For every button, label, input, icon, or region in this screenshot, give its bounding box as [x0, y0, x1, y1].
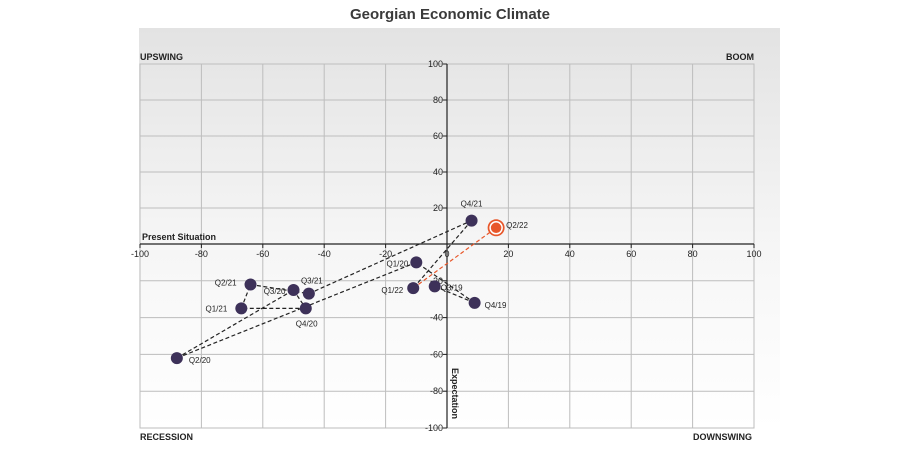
y-tick-label: -60 — [430, 349, 443, 359]
data-point-label: Q4/20 — [296, 319, 318, 328]
y-tick-label: 20 — [433, 203, 443, 213]
data-point-label: Q2/22 — [506, 221, 528, 230]
data-point — [410, 256, 423, 269]
y-tick-label: -40 — [430, 313, 443, 323]
data-point-label: Q1/20 — [387, 259, 409, 268]
x-tick-label: 60 — [626, 249, 636, 259]
data-point-label: Q2/21 — [215, 278, 237, 287]
x-tick-label: -40 — [318, 249, 331, 259]
y-tick-label: 100 — [428, 59, 443, 69]
x-tick-label: -20 — [379, 249, 392, 259]
quadrant-label-downswing: DOWNSWING — [693, 432, 752, 442]
data-point-label: Q2/20 — [189, 356, 211, 365]
data-point — [287, 284, 300, 296]
data-point — [428, 280, 441, 293]
data-point — [170, 352, 183, 365]
path-segment — [412, 220, 473, 289]
y-tick-label: -100 — [425, 423, 443, 433]
data-point — [468, 296, 481, 309]
x-tick-label: 100 — [746, 249, 761, 259]
data-point — [235, 302, 248, 315]
data-point — [407, 282, 420, 295]
path-segment — [176, 261, 417, 359]
x-tick-label: -80 — [195, 249, 208, 259]
path-segment — [415, 261, 475, 304]
data-point — [465, 214, 478, 227]
quadrant-label-boom: BOOM — [726, 52, 754, 62]
x-tick-label: -60 — [256, 249, 269, 259]
x-tick-label: 80 — [688, 249, 698, 259]
data-point-highlight-ring — [489, 221, 503, 235]
path-segment — [412, 227, 497, 289]
points — [170, 214, 505, 365]
y-tick-label: 40 — [433, 167, 443, 177]
y-tick-label: 80 — [433, 95, 443, 105]
data-point — [244, 278, 257, 291]
y-axis-label: Expectation — [450, 368, 460, 419]
data-point-label: Q3/20 — [264, 287, 286, 296]
data-point-label: Q4/19 — [485, 301, 507, 310]
y-tick-label: 60 — [433, 131, 443, 141]
chart-title: Georgian Economic Climate — [349, 6, 551, 23]
path-segment — [434, 285, 475, 304]
axes — [139, 63, 755, 429]
x-tick-label: 40 — [565, 249, 575, 259]
quadrant-label-recession: RECESSION — [140, 432, 193, 442]
data-point-label: Q3/21 — [301, 277, 323, 286]
x-tick-label: -100 — [131, 249, 149, 259]
data-point-label: Q1/22 — [381, 286, 403, 295]
x-axis-label: Present Situation — [142, 232, 216, 242]
path-segment — [308, 220, 472, 295]
path-segment — [176, 289, 294, 359]
y-tick-label: -80 — [430, 386, 443, 396]
data-point — [299, 302, 312, 315]
x-tick-label: 20 — [503, 249, 513, 259]
path-segment — [250, 283, 309, 295]
data-point-label: Q1/21 — [206, 304, 228, 313]
data-point — [302, 287, 315, 300]
point-labels: Q3/19 Q4/19 Q1/20 Q2/20 Q3/20 Q4/20 Q1/21 Q2/21… — [189, 200, 529, 365]
quadrant-label-upswing: UPSWING — [140, 52, 183, 62]
plot-background — [139, 28, 780, 428]
data-point-label: Q4/21 — [461, 200, 483, 209]
data-point-label: Q3/19 — [441, 283, 463, 292]
x-tick-label: 0 — [444, 249, 449, 259]
